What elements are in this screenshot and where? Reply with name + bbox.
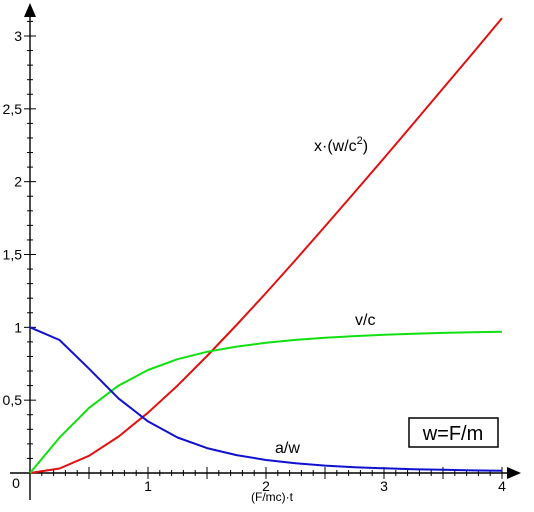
y-tick-label: 3 <box>14 28 22 44</box>
y-tick-label: 2 <box>14 174 22 190</box>
tick-labels: 0 1 2 3 4 0,5 1 1,5 2 2,5 3 <box>3 28 507 494</box>
annotation-box-frame <box>408 417 499 448</box>
axes <box>10 3 521 500</box>
annotation-box: w=F/m <box>408 417 499 448</box>
x-tick-label: 3 <box>380 478 388 494</box>
y-tick-label: 2,5 <box>3 101 23 117</box>
curve-labels: x·(w/c2) v/c a/w (F/mc)·t <box>251 135 375 504</box>
curves <box>29 17 503 474</box>
series-label-velocity: v/c <box>355 312 375 329</box>
x-axis-title: (F/mc)·t <box>251 490 294 504</box>
x-tick-label: 2 <box>262 478 270 494</box>
series-label-acceleration: a/w <box>275 440 300 457</box>
y-tick-label: 1,5 <box>3 247 23 263</box>
series-line-1 <box>29 330 503 474</box>
annotation-box-text: w=F/m <box>422 423 484 445</box>
y-tick-label: 1 <box>14 319 22 335</box>
series-label-position: x·(w/c2) <box>314 135 368 155</box>
x-axis-arrow <box>507 467 521 479</box>
y-axis-arrow <box>24 3 36 17</box>
y-tick-label: 0,5 <box>3 392 23 408</box>
x-tick-label: 4 <box>498 478 506 494</box>
series-line-2 <box>29 326 503 472</box>
origin-label: 0 <box>12 475 20 491</box>
ticks <box>24 20 503 479</box>
series-line-0 <box>29 17 503 474</box>
x-tick-label: 1 <box>144 478 152 494</box>
